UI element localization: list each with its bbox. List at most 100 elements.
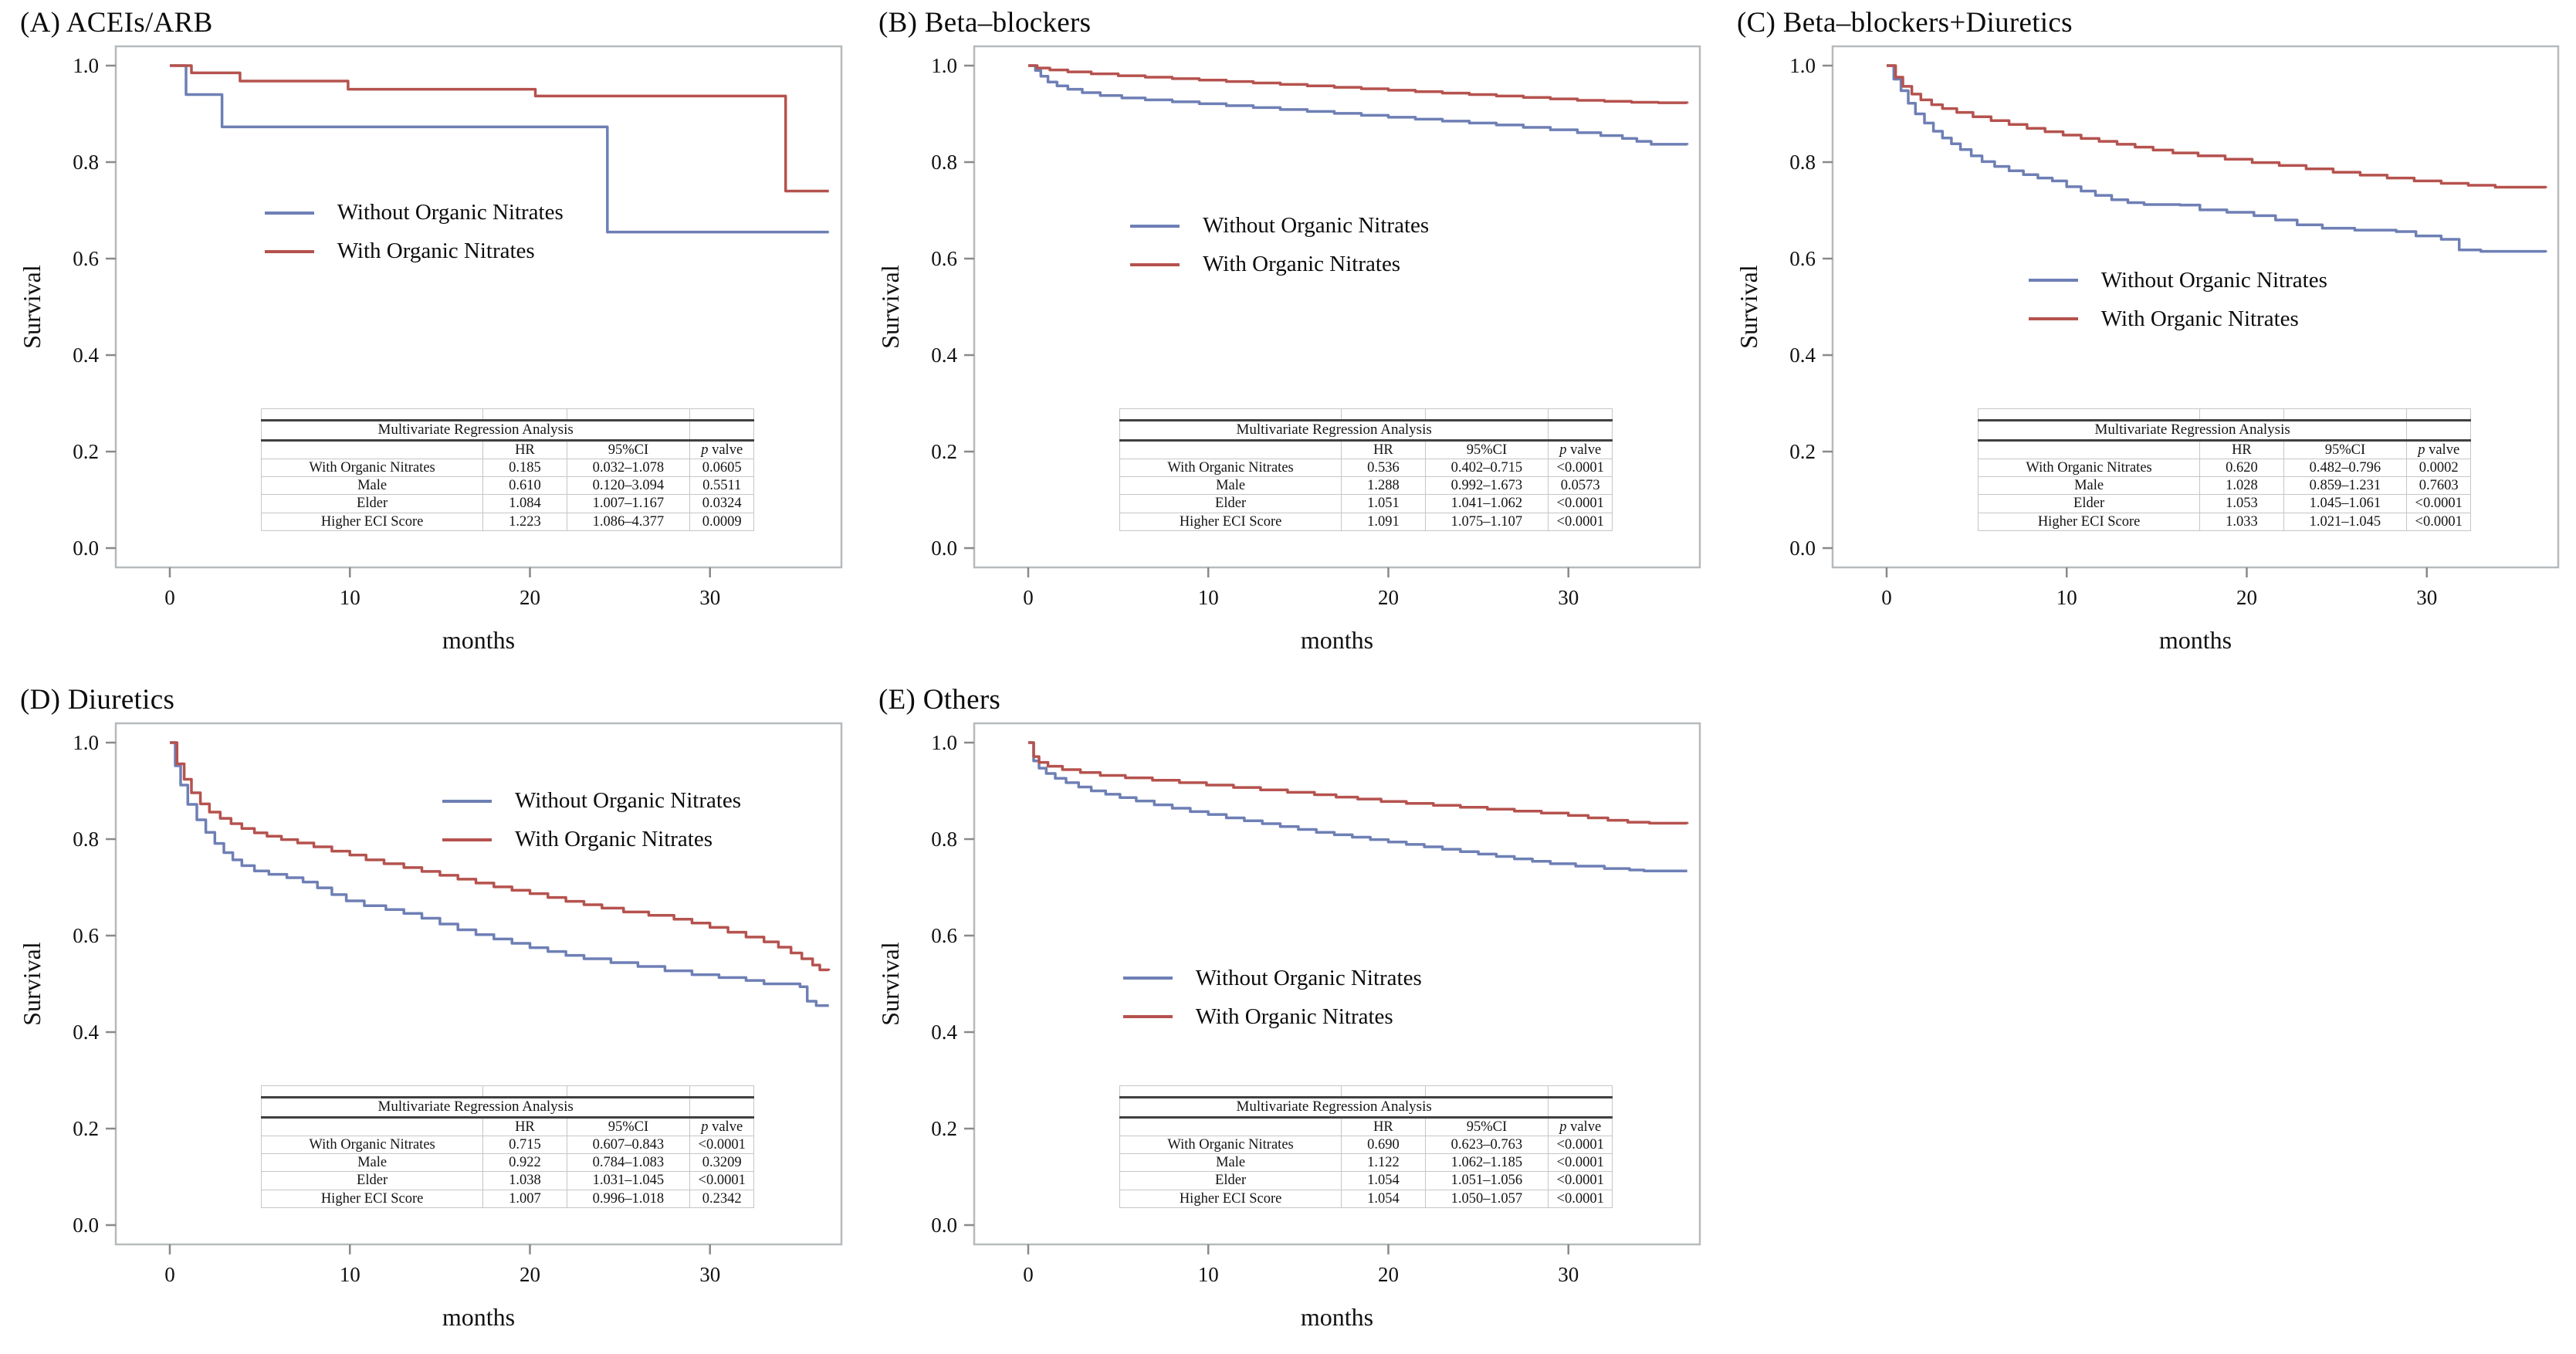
panel-a-title: (A) ACEIs/ARB xyxy=(20,7,213,39)
y-tick-label: 0.4 xyxy=(73,1021,99,1044)
km-curve-without-organic-nitrates xyxy=(1887,64,2547,253)
y-tick-label: 0.6 xyxy=(73,924,99,947)
table-header-row: HR 95%CI p valve xyxy=(1977,439,2472,460)
panel-d-legend: Without Organic Nitrates With Organic Nit… xyxy=(442,788,741,852)
y-tick-label: 0.8 xyxy=(73,828,99,851)
table-cell xyxy=(1341,408,1426,421)
table-cell: 1.051–1.056 xyxy=(1424,1171,1549,1190)
table-caption-cell: Multivariate Regression Analysis xyxy=(260,1096,691,1119)
legend-item: With Organic Nitrates xyxy=(2028,306,2327,332)
table-row: With Organic Nitrates 0.185 0.032–1.078 0.0… xyxy=(260,459,755,478)
table-cell: Male xyxy=(1119,1153,1342,1173)
table-row: With Organic Nitrates 0.620 0.482–0.796 0.0… xyxy=(1977,459,2472,478)
table-cell xyxy=(1424,408,1549,421)
legend-line-swatch-with xyxy=(1130,262,1180,266)
x-tick-label: 10 xyxy=(1198,586,1219,609)
legend-item: Without Organic Nitrates xyxy=(442,788,741,814)
table-row: Male 0.610 0.120–3.094 0.5511 xyxy=(260,476,755,496)
table-cell: 0.402–0.715 xyxy=(1424,459,1549,478)
table-cell: 1.045–1.061 xyxy=(2283,494,2408,513)
y-tick-label: 0.4 xyxy=(931,344,957,367)
table-cell: Higher ECI Score xyxy=(1119,512,1342,531)
table-cell: <0.0001 xyxy=(2406,494,2472,513)
table-header-cell: 95%CI xyxy=(566,1116,691,1137)
table-cell: 0.922 xyxy=(482,1153,567,1173)
table-cell: 0.536 xyxy=(1341,459,1426,478)
y-tick-label: 0.4 xyxy=(931,1021,957,1044)
table-header-cell: 95%CI xyxy=(566,439,691,460)
table-cell xyxy=(1977,408,2201,421)
legend-label: With Organic Nitrates xyxy=(1203,252,1401,276)
table-spacer-row xyxy=(1119,408,1613,421)
table-header-cell xyxy=(260,439,484,460)
table-cell: 0.859–1.231 xyxy=(2283,476,2408,496)
table-cell: 0.7603 xyxy=(2406,476,2472,496)
table-header-cell: p valve xyxy=(1548,1116,1613,1137)
table-caption-cell: Multivariate Regression Analysis xyxy=(1119,1096,1549,1119)
panel-b-regression-table: Multivariate Regression Analysis HR 95%CI p… xyxy=(1119,408,1613,531)
y-tick-label: 0.0 xyxy=(1789,537,1816,560)
table-cell: <0.0001 xyxy=(1548,494,1613,513)
x-tick-label: 10 xyxy=(2056,586,2077,609)
x-tick-label: 0 xyxy=(1023,586,1034,609)
panel-a: (A) ACEIs/ARB 0.0 0.2 0.4 0.6 0.8 1.0 0 10 20 30 mo… xyxy=(0,0,858,677)
table-caption-cell: Multivariate Regression Analysis xyxy=(1119,419,1549,442)
table-cell xyxy=(1548,1085,1613,1098)
table-cell: 1.007 xyxy=(482,1189,567,1208)
table-cell xyxy=(1548,1096,1613,1119)
y-axis-label: Survival xyxy=(18,265,46,349)
table-row: With Organic Nitrates 0.690 0.623–0.763 <0.… xyxy=(1119,1136,1613,1155)
legend-item: Without Organic Nitrates xyxy=(264,200,564,225)
y-tick-label: 0.4 xyxy=(73,344,99,367)
y-tick-label: 1.0 xyxy=(931,731,957,754)
table-cell: 0.715 xyxy=(482,1136,567,1155)
table-row: Male 1.288 0.992–1.673 0.0573 xyxy=(1119,476,1613,496)
legend-line-swatch-with xyxy=(2028,317,2078,321)
table-cell: 0.3209 xyxy=(689,1153,755,1173)
panel-d-plot: 0.0 0.2 0.4 0.6 0.8 1.0 0 10 20 30 months Survival xyxy=(18,722,843,1331)
table-cell: 0.0324 xyxy=(689,494,755,513)
table-cell: 0.482–0.796 xyxy=(2283,459,2408,478)
panel-e-legend: Without Organic Nitrates With Organic Nit… xyxy=(1122,966,1422,1030)
table-cell: Higher ECI Score xyxy=(260,1189,484,1208)
y-axis: 0.0 0.2 0.4 0.6 0.8 1.0 xyxy=(73,54,116,560)
table-cell xyxy=(260,408,484,421)
x-axis-label: months xyxy=(1301,626,1373,654)
panel-c-title: (C) Beta–blockers+Diuretics xyxy=(1737,7,2073,39)
multivariate-regression-table: Multivariate Regression Analysis HR 95%CI p… xyxy=(1119,1085,1613,1208)
x-tick-label: 20 xyxy=(520,1263,540,1286)
y-tick-label: 0.2 xyxy=(931,440,957,463)
y-tick-label: 0.0 xyxy=(931,537,957,560)
plot-frame xyxy=(973,722,1701,1246)
table-spacer-row xyxy=(1119,1085,1613,1098)
multivariate-regression-table: Multivariate Regression Analysis HR 95%CI p… xyxy=(1119,408,1613,531)
table-caption-row: Multivariate Regression Analysis xyxy=(1119,419,1613,442)
panel-e-regression-table: Multivariate Regression Analysis HR 95%CI p… xyxy=(1119,1085,1613,1208)
x-tick-label: 20 xyxy=(520,586,540,609)
table-row: Male 1.028 0.859–1.231 0.7603 xyxy=(1977,476,2472,496)
legend-item: With Organic Nitrates xyxy=(264,239,564,264)
legend-item: With Organic Nitrates xyxy=(1122,1004,1422,1030)
x-tick-label: 30 xyxy=(1558,1263,1579,1286)
table-cell: 1.033 xyxy=(2199,512,2284,531)
table-cell: Elder xyxy=(1119,1171,1342,1190)
table-header-cell: p valve xyxy=(689,1116,755,1137)
x-axis: 0 10 20 30 xyxy=(1023,1244,1579,1286)
table-cell xyxy=(1548,419,1613,442)
legend-line-swatch-without xyxy=(442,799,492,803)
panel-b-legend: Without Organic Nitrates With Organic Nit… xyxy=(1130,213,1429,277)
panel-d-title: (D) Diuretics xyxy=(20,684,175,716)
panel-d-regression-table: Multivariate Regression Analysis HR 95%CI p… xyxy=(260,1085,755,1208)
table-spacer-row xyxy=(1977,408,2472,421)
table-row: Elder 1.051 1.041–1.062 <0.0001 xyxy=(1119,494,1613,513)
panel-e: (E) Others 0.0 0.2 0.4 0.6 0.8 1.0 0 10 20 30 month… xyxy=(858,677,1717,1354)
table-cell: 0.623–0.763 xyxy=(1424,1136,1549,1155)
table-cell: 1.050–1.057 xyxy=(1424,1189,1549,1208)
x-tick-label: 0 xyxy=(1023,1263,1034,1286)
table-cell: <0.0001 xyxy=(1548,1171,1613,1190)
legend-label: With Organic Nitrates xyxy=(337,239,535,264)
x-axis: 0 10 20 30 xyxy=(164,1244,720,1286)
x-axis: 0 10 20 30 xyxy=(1881,567,2437,609)
table-row: Elder 1.038 1.031–1.045 <0.0001 xyxy=(260,1171,755,1190)
table-row: Higher ECI Score 1.054 1.050–1.057 <0.0001 xyxy=(1119,1189,1613,1208)
